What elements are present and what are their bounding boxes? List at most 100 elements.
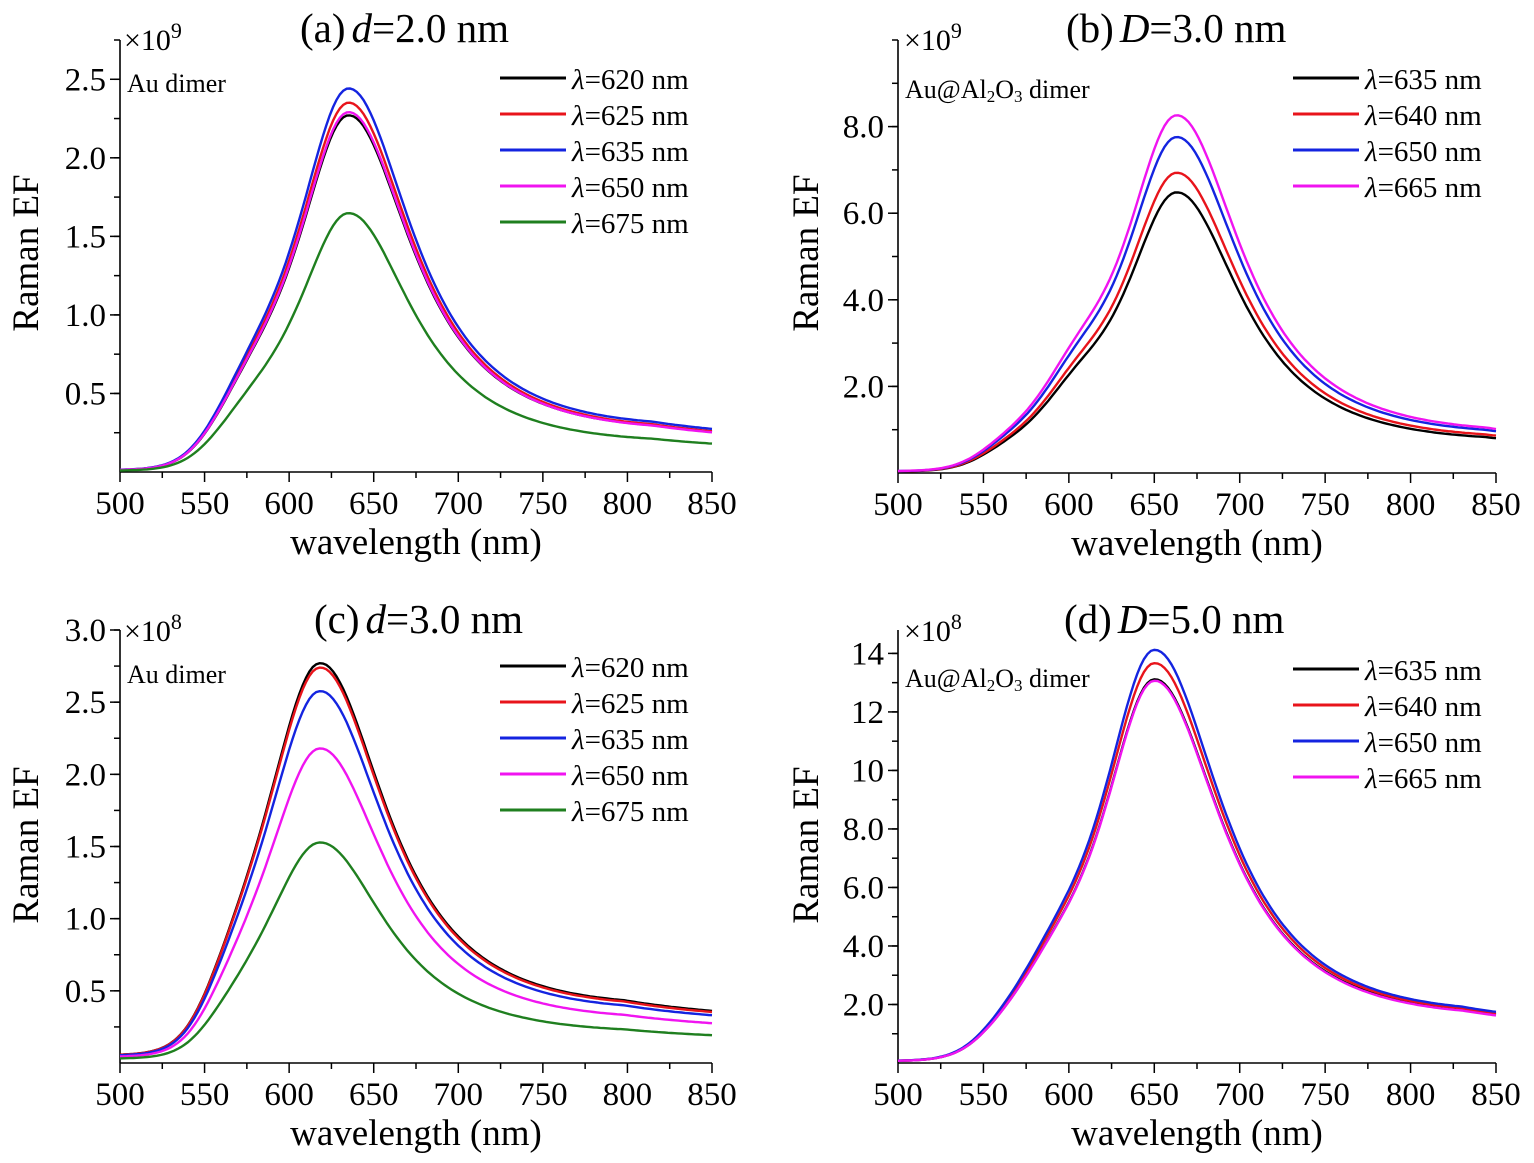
- series-line-black: [898, 191, 1497, 473]
- y-axis-title: Raman EF: [786, 766, 827, 923]
- series-line-blue: [119, 87, 713, 471]
- lambda-symbol: λ: [571, 64, 585, 96]
- x-tick-label: 750: [1300, 1077, 1350, 1113]
- legend-value: =635 nm: [585, 724, 690, 756]
- x-tick-label: 550: [180, 486, 230, 522]
- panel-title: (c) d=3.0 nm: [314, 596, 523, 642]
- legend-value: =650 nm: [585, 172, 690, 204]
- legend-label: λ=620 nm: [571, 652, 689, 684]
- x-tick-label: 650: [349, 1077, 399, 1113]
- x-tick-label: 750: [518, 486, 568, 522]
- legend-value: =625 nm: [585, 100, 690, 132]
- axis-multiplier: ×108: [124, 609, 182, 648]
- panel-letter: (b): [1066, 5, 1114, 51]
- y-tick-label: 2.5: [65, 62, 106, 98]
- lambda-symbol: λ: [571, 172, 585, 204]
- legend-label: λ=620 nm: [571, 64, 689, 96]
- series-line-red: [897, 171, 1497, 473]
- axis-multiplier: ×109: [124, 18, 182, 57]
- multiplier-base: ×10: [904, 615, 951, 648]
- x-tick-label: 650: [1130, 487, 1180, 523]
- legend-label: λ=650 nm: [1364, 727, 1482, 759]
- legend-label: λ=650 nm: [1364, 136, 1482, 168]
- y-tick-label: 1.0: [65, 298, 106, 334]
- legend-label: λ=640 nm: [1364, 691, 1482, 723]
- annotation-text-tail: dimer: [1023, 75, 1090, 104]
- series-line-magenta: [897, 679, 1497, 1062]
- x-tick-label: 500: [95, 1077, 145, 1113]
- legend-value: =625 nm: [585, 688, 690, 720]
- multiplier-exponent: 9: [171, 18, 182, 43]
- annotation-text-tail: dimer: [1023, 664, 1090, 693]
- lambda-symbol: λ: [571, 760, 585, 792]
- y-tick-label: 2.0: [843, 987, 884, 1023]
- x-tick-label: 700: [1215, 1077, 1265, 1113]
- legend-value: =635 nm: [1378, 64, 1483, 96]
- y-axis-title: Raman EF: [786, 174, 827, 331]
- lambda-symbol: λ: [571, 724, 585, 756]
- lambda-symbol: λ: [1364, 64, 1378, 96]
- legend-label: λ=635 nm: [1364, 64, 1482, 96]
- lambda-symbol: λ: [571, 796, 585, 828]
- x-tick-label: 500: [873, 1077, 923, 1113]
- x-tick-label: 800: [603, 486, 653, 522]
- x-tick-label: 850: [1471, 487, 1521, 523]
- y-tick-label: 0.5: [65, 974, 106, 1010]
- y-tick-label: 2.0: [843, 369, 884, 405]
- panel-annotation: Au@Al2O3 dimer: [905, 75, 1090, 106]
- x-tick-label: 800: [1386, 1077, 1436, 1113]
- multiplier-base: ×10: [904, 24, 951, 57]
- x-tick-label: 700: [434, 1077, 484, 1113]
- legend-label: λ=625 nm: [571, 100, 689, 132]
- y-tick-label: 6.0: [843, 870, 884, 906]
- x-tick-label: 800: [1386, 487, 1436, 523]
- legend-label: λ=650 nm: [571, 760, 689, 792]
- legend-value: =650 nm: [585, 760, 690, 792]
- annotation-text-mid: O: [995, 75, 1014, 104]
- y-tick-label: 3.0: [65, 613, 106, 649]
- panel-value: =3.0 nm: [386, 596, 523, 642]
- annotation-text-mid: O: [995, 664, 1014, 693]
- legend-value: =620 nm: [585, 64, 690, 96]
- y-axis-title: Raman EF: [6, 174, 47, 331]
- y-axis-title: Raman EF: [6, 766, 47, 923]
- legend-value: =620 nm: [585, 652, 690, 684]
- lambda-symbol: λ: [571, 208, 585, 240]
- y-tick-label: 4.0: [843, 283, 884, 319]
- lambda-symbol: λ: [1364, 136, 1378, 168]
- panel-value: =5.0 nm: [1147, 596, 1284, 642]
- x-axis-title: wavelength (nm): [1071, 1113, 1323, 1154]
- x-tick-label: 550: [180, 1077, 230, 1113]
- lambda-symbol: λ: [1364, 763, 1378, 795]
- y-tick-label: 2.0: [65, 141, 106, 177]
- x-tick-label: 600: [264, 486, 314, 522]
- panel-value: =2.0 nm: [372, 5, 509, 51]
- legend-value: =640 nm: [1378, 100, 1483, 132]
- annotation-text: Au dimer: [127, 660, 226, 689]
- panel-letter: (a): [300, 5, 346, 51]
- legend-label: λ=635 nm: [571, 724, 689, 756]
- panel-letter: (d): [1064, 596, 1112, 642]
- lambda-symbol: λ: [571, 688, 585, 720]
- y-tick-label: 1.0: [65, 902, 106, 938]
- chart-panel-a: 500 550 600 650 700 750 800 850 0.5 1.0 1.5 2.0 2.5 λ…: [6, 5, 737, 563]
- legend-label: λ=650 nm: [571, 172, 689, 204]
- series-line-blue: [897, 135, 1497, 473]
- legend-value: =635 nm: [585, 136, 690, 168]
- legend-value: =640 nm: [1378, 691, 1483, 723]
- series-line-blue: [897, 648, 1497, 1062]
- y-tick-label: 0.5: [65, 376, 106, 412]
- axis-multiplier: ×109: [904, 18, 962, 57]
- annotation-text: Au dimer: [127, 69, 226, 98]
- legend-value: =665 nm: [1378, 763, 1483, 795]
- annotation-subscript: 3: [1014, 676, 1023, 695]
- x-tick-label: 800: [603, 1077, 653, 1113]
- x-tick-label: 700: [434, 486, 484, 522]
- panel-title: (d) D=5.0 nm: [1064, 596, 1285, 642]
- legend-label: λ=625 nm: [571, 688, 689, 720]
- x-tick-label: 850: [687, 1077, 737, 1113]
- x-axis-title: wavelength (nm): [290, 1113, 542, 1154]
- legend-label: λ=675 nm: [571, 208, 689, 240]
- x-tick-label: 850: [1471, 1077, 1521, 1113]
- legend-value: =665 nm: [1378, 172, 1483, 204]
